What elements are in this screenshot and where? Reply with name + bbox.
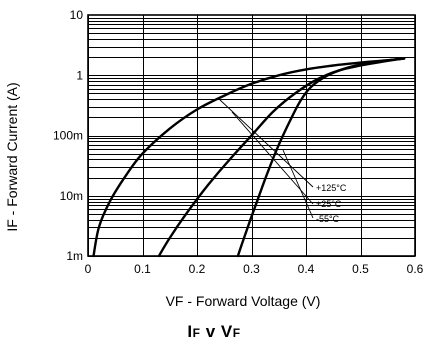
title-sub-1: F xyxy=(192,326,201,340)
y-tick-label: 10 xyxy=(70,8,84,22)
plot-frame xyxy=(87,14,416,257)
x-axis-label: VF - Forward Voltage (V) xyxy=(166,293,321,309)
x-tick-label: 0.3 xyxy=(243,262,260,276)
annotations: +125°C +25°C -55°C xyxy=(218,98,347,224)
title-main: I xyxy=(187,322,193,341)
leader-25 xyxy=(231,111,314,205)
series-label-55: -55°C xyxy=(316,214,340,224)
y-axis-label: IF - Forward Current (A) xyxy=(4,82,20,231)
y-tick-label: 1 xyxy=(76,68,83,82)
leader-125 xyxy=(218,98,314,188)
curve-125c xyxy=(92,57,406,258)
y-tick-label: 100m xyxy=(53,129,83,143)
series-label-25: +25°C xyxy=(316,199,342,209)
x-tick-label: 0.2 xyxy=(189,262,206,276)
title-mid: v V xyxy=(200,322,233,341)
series-label-125: +125°C xyxy=(316,183,347,193)
chart-title: IF v VF xyxy=(0,322,428,342)
y-tick-label: 1m xyxy=(66,249,83,263)
x-tick-label: 0.6 xyxy=(407,262,424,276)
leader-55 xyxy=(282,149,314,219)
grid-lines xyxy=(87,14,416,257)
x-tick-label: 0.5 xyxy=(352,262,369,276)
y-tick-label: 10m xyxy=(60,189,83,203)
title-sub-2: F xyxy=(232,326,241,340)
x-tick-label: 0.1 xyxy=(134,262,151,276)
series-curves xyxy=(92,57,406,258)
tick-labels: 0 0.1 0.2 0.3 0.4 0.5 0.6 1m 10m 100m 1 10 xyxy=(53,8,424,276)
x-tick-label: 0.4 xyxy=(298,262,315,276)
curve-minus55c xyxy=(236,57,406,258)
x-tick-label: 0 xyxy=(85,262,92,276)
